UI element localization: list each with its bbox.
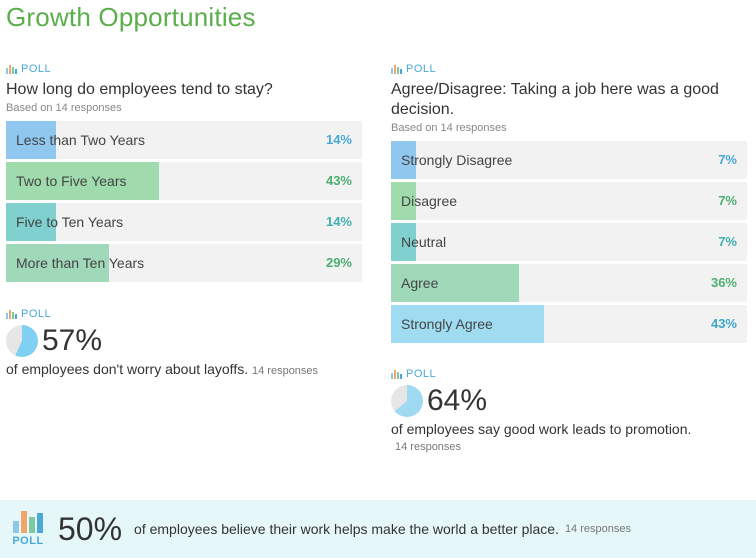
poll-option-label: Disagree [401,193,458,209]
stat-responses: 14 responses [395,441,462,453]
stat-responses: 14 responses [564,523,631,535]
poll-option-label: Strongly Agree [401,316,493,332]
poll-option-percent: 36% [710,275,737,290]
poll-option: Neutral 7% [391,223,747,261]
poll-option-bar [391,305,545,343]
poll-option-percent: 43% [710,316,737,331]
promotion-stat: POLL 64% of employees say good work lead… [391,367,747,453]
stat-text: of employees believe their work helps ma… [134,521,559,537]
poll-option-bar [6,162,160,200]
poll-question: Agree/Disagree: Taking a job here was a … [391,81,719,118]
poll-option: Two to Five Years 43% [6,162,362,200]
based-on: Based on 14 responses [6,102,122,114]
poll-option-bar [391,182,416,220]
poll-tag: POLL [391,62,747,76]
poll-option-bar [391,223,416,261]
poll-option: Strongly Disagree 7% [391,141,747,179]
poll-icon [6,309,17,319]
poll-option-percent: 43% [325,173,352,188]
poll-label: POLL [12,535,44,547]
poll-icon [391,369,402,379]
stat-percent: 50% [58,510,123,547]
layoff-stat: POLL 57% of employees don't worry about … [6,307,362,377]
poll-option-label: Neutral [401,234,447,250]
footer-poll-badge: POLL [8,511,48,547]
poll-option-percent: 29% [325,255,352,270]
poll-bars: Strongly Disagree 7% Disagree 7% Neutral 7% Ag… [391,141,747,343]
footer-stat: POLL 50% of employees believe their work… [0,500,756,558]
stat-percent: 57% [42,324,103,357]
stat-text: of employees don't worry about layoffs. [6,361,249,377]
poll-option-percent: 14% [325,132,352,147]
poll-option: More than Ten Years 29% [6,244,362,282]
poll-option-label: Two to Five Years [16,173,127,189]
poll-option-label: Agree [401,275,439,291]
poll-option-percent: 7% [718,152,737,167]
poll-label: POLL [21,63,52,75]
stat-responses: 14 responses [252,365,319,377]
decision-poll: POLL Agree/Disagree: Taking a job here w… [391,62,747,346]
poll-tag: POLL [6,62,362,76]
poll-question: How long do employees tend to stay? [6,81,273,98]
poll-option-label: Strongly Disagree [401,152,513,168]
poll-icon [391,64,402,74]
page-title: Growth Opportunities [6,2,256,32]
poll-option-label: Less than Two Years [16,132,145,148]
poll-option: Disagree 7% [391,182,747,220]
poll-icon [6,64,17,74]
poll-label: POLL [406,368,437,380]
poll-tag: POLL [391,367,747,381]
based-on: Based on 14 responses [391,122,507,134]
poll-label: POLL [21,308,52,320]
poll-option: Five to Ten Years 14% [6,203,362,241]
stat-text: of employees say good work leads to prom… [391,421,692,437]
poll-bars: Less than Two Years 14% Two to Five Years 4… [6,121,362,282]
pie-chart-icon [6,325,38,357]
poll-option-percent: 7% [718,234,737,249]
poll-option: Strongly Agree 43% [391,305,747,343]
poll-option-bar [391,264,520,302]
poll-option-bar [391,141,416,179]
poll-option-bar [6,203,56,241]
poll-label: POLL [406,63,437,75]
poll-option-bar [6,244,110,282]
poll-option: Agree 36% [391,264,747,302]
poll-option-bar [6,121,56,159]
poll-option-percent: 14% [325,214,352,229]
poll-option-label: Five to Ten Years [16,214,124,230]
poll-option-percent: 7% [718,193,737,208]
poll-option-label: More than Ten Years [16,255,145,271]
pie-chart-icon [391,385,423,417]
bar-chart-icon [13,511,43,533]
poll-tag: POLL [6,307,362,321]
poll-option: Less than Two Years 14% [6,121,362,159]
tenure-poll: POLL How long do employees tend to stay?… [6,62,362,285]
stat-percent: 64% [427,384,488,417]
